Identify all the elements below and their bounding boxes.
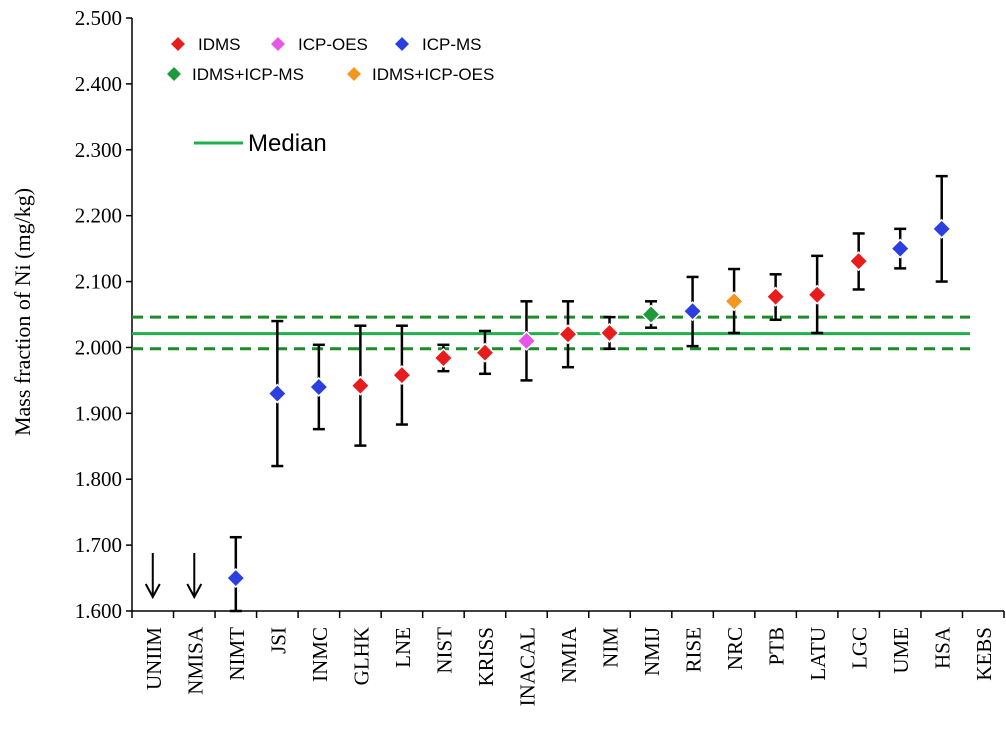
offscale-arrow-head-uniim: [144, 583, 161, 600]
x-tick-label-latu: LATU: [806, 627, 830, 681]
legend-median-label: Median: [248, 130, 327, 157]
x-tick-label-hsa: HSA: [931, 626, 955, 669]
data-point-kriss: [474, 342, 496, 363]
x-tick-label-nimt: NIMT: [225, 627, 249, 681]
data-point-nim: [599, 322, 620, 344]
data-point-ptb: [765, 286, 786, 307]
data-point-jsi: [267, 383, 288, 404]
x-tick-label-nrc: NRC: [723, 627, 747, 670]
legend-marker-icp-oes: [268, 34, 288, 54]
x-tick-label-jsi: JSI: [266, 627, 290, 654]
x-tick-label-kebs: KEBS: [972, 627, 996, 681]
data-point-latu: [807, 284, 828, 305]
data-point-glhk: [350, 375, 371, 396]
y-tick-label-8: 2.400: [75, 72, 122, 96]
data-point-nmij: [640, 304, 662, 325]
x-tick-label-glhk: GLHK: [349, 627, 373, 685]
x-tick-label-nmia: NMIA: [557, 626, 581, 683]
legend-label-idms: IDMS: [198, 35, 241, 54]
y-axis-label: Mass fraction of Ni (mg/kg): [10, 188, 35, 436]
plot-area: 1.600 1.700 1.800 1.900 2.000 2.100 2.200 2.300…: [75, 6, 1005, 706]
legend-label-idms-icp-ms: IDMS+ICP-MS: [192, 65, 304, 84]
y-tick-label-0: 1.600: [75, 599, 122, 623]
y-tick-label-3: 1.900: [75, 401, 122, 425]
legend-label-icp-ms: ICP-MS: [422, 35, 482, 54]
y-tick-label-9: 2.500: [75, 6, 122, 30]
x-tick-label-ume: UME: [889, 627, 913, 674]
y-tick-label-1: 1.700: [75, 533, 122, 557]
x-tick-label-ptb: PTB: [765, 627, 789, 666]
legend-marker-icp-ms: [392, 34, 412, 54]
x-tick-label-rise: RISE: [682, 627, 706, 673]
legend-marker-idms: [168, 34, 188, 54]
x-tick-label-inmc: INMC: [308, 627, 332, 682]
x-tick-label-nist: NIST: [432, 627, 456, 674]
data-point-inacal: [516, 330, 537, 351]
x-tick-label-nmij: NMIJ: [640, 627, 664, 676]
legend-label-icp-oes: ICP-OES: [298, 35, 368, 54]
x-tick-label-kriss: KRISS: [474, 627, 498, 687]
legend-marker-idms-icp-ms: [164, 64, 184, 84]
data-point-nimt: [225, 567, 246, 589]
y-tick-label-4: 2.000: [75, 335, 122, 359]
legend: IDMS ICP-OES ICP-MS IDMS+ICP-MS IDMS+ICP…: [164, 34, 494, 157]
x-tick-label-lne: LNE: [391, 627, 415, 668]
x-tick-label-nmisa: NMISA: [183, 626, 207, 695]
data-point-nist: [433, 347, 454, 369]
legend-marker-idms-icp-oes: [344, 64, 364, 84]
x-tick-label-nim: NIM: [599, 627, 623, 668]
data-point-lne: [391, 365, 412, 386]
y-tick-label-6: 2.200: [75, 204, 122, 228]
offscale-arrow-head-nmisa: [186, 583, 203, 600]
x-tick-label-uniim: UNIIM: [142, 627, 166, 690]
x-tick-label-inacal: INACAL: [515, 627, 539, 706]
data-point-nrc: [724, 291, 745, 312]
y-tick-label-7: 2.300: [75, 138, 122, 162]
data-point-ume: [890, 238, 911, 259]
data-point-lgc: [848, 251, 869, 272]
legend-label-idms-icp-oes: IDMS+ICP-OES: [372, 65, 494, 84]
y-tick-label-5: 2.100: [75, 270, 122, 294]
y-tick-label-2: 1.800: [75, 467, 122, 491]
data-point-inmc: [308, 376, 329, 398]
data-point-hsa: [931, 218, 952, 239]
x-tick-label-lgc: LGC: [848, 627, 872, 669]
data-point-rise: [682, 301, 703, 322]
data-point-nmia: [557, 324, 579, 345]
